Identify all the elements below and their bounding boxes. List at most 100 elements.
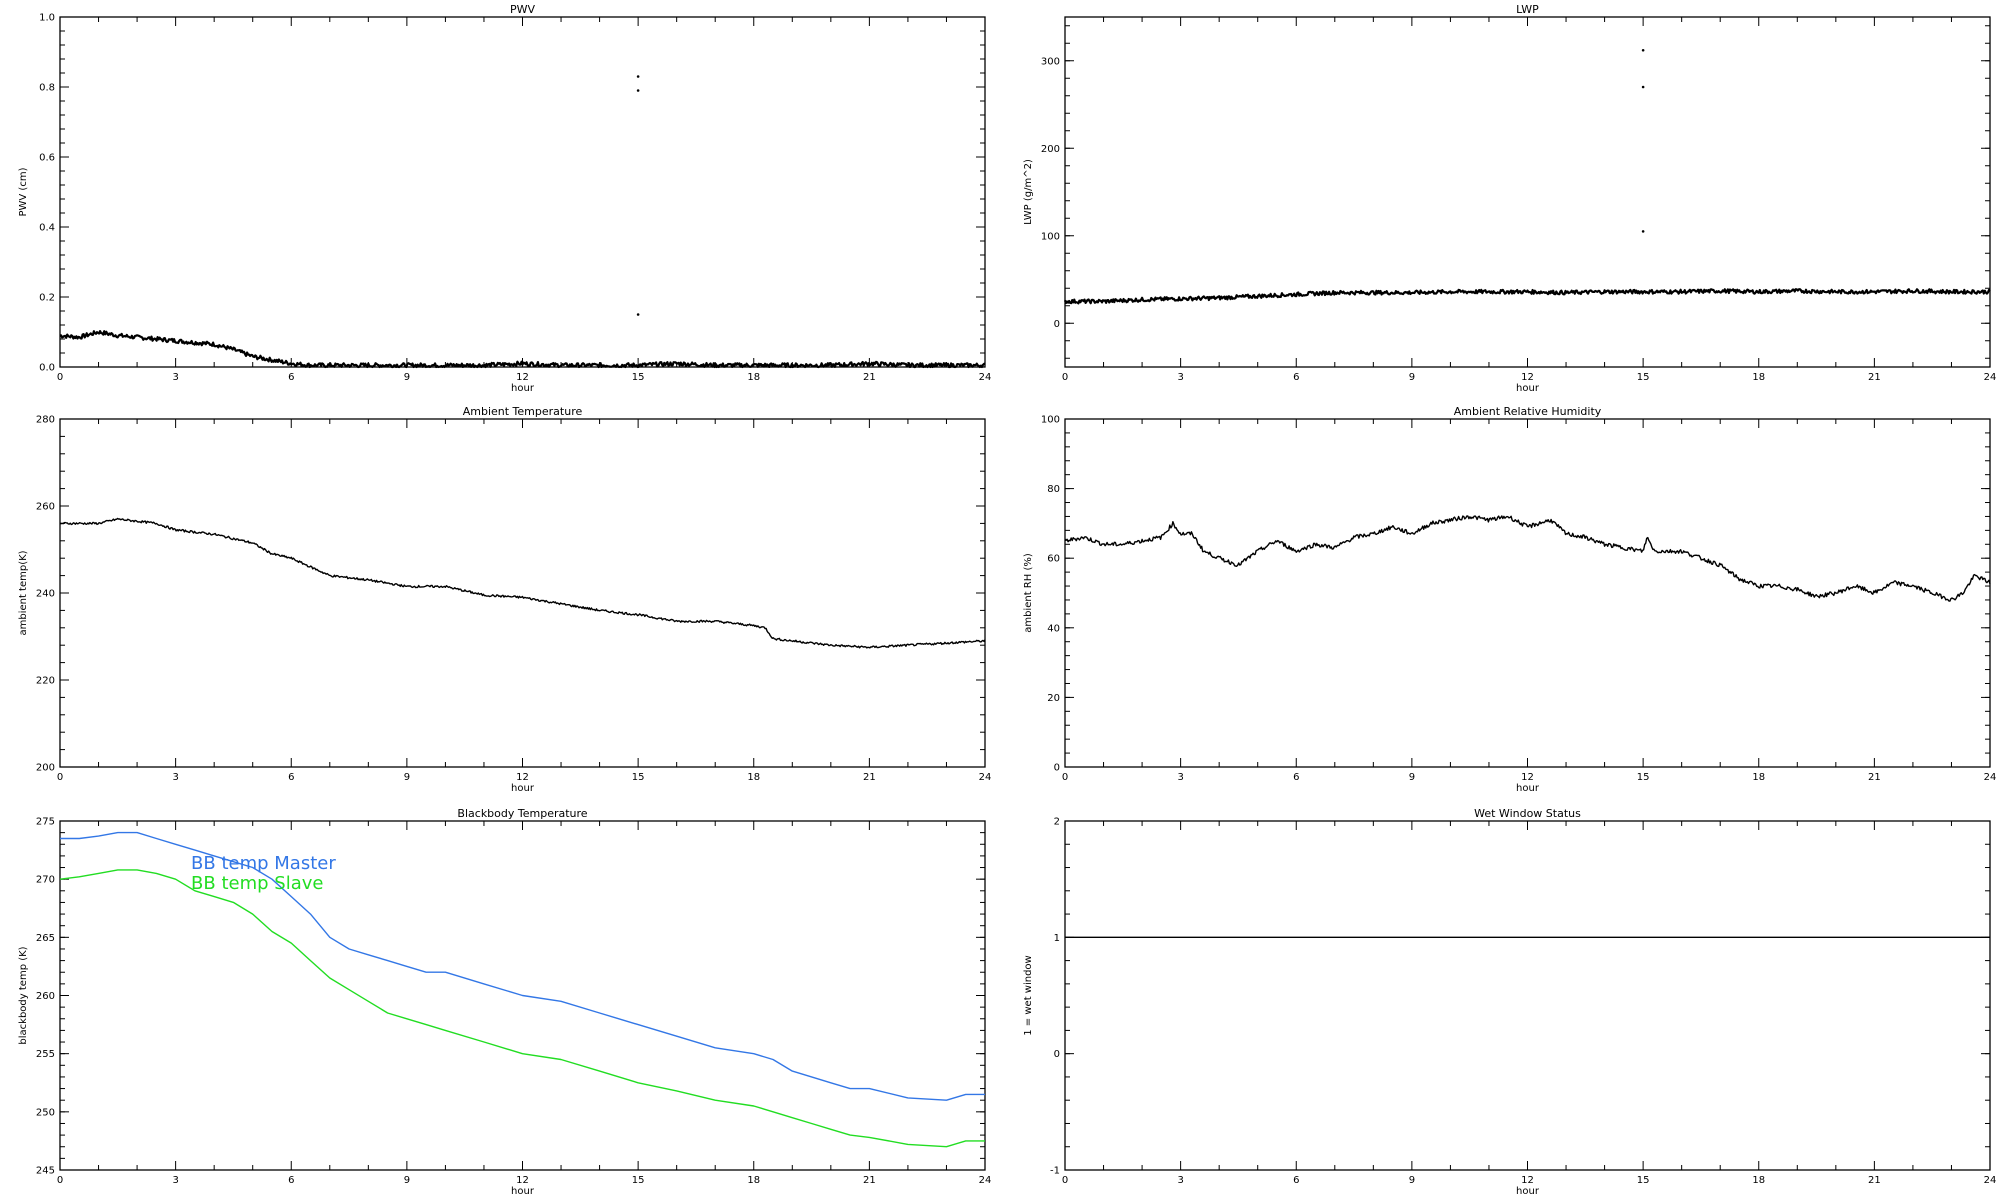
- chart-title: LWP: [1516, 3, 1539, 16]
- x-tick-label: 6: [1293, 1175, 1299, 1186]
- outlier-point: [1641, 230, 1645, 233]
- x-tick-label: 24: [1984, 372, 1997, 383]
- panel-0: PWV hour PWV (cm) 0 3 6 9 12 15 18 21 24 0.0 0.2 0.4 0.…: [18, 3, 991, 394]
- y-tick-label: 0: [1054, 319, 1060, 330]
- outlier-point: [636, 75, 640, 78]
- y-axis-label: ambient RH (%): [1023, 553, 1034, 633]
- legend-entry-1: BB temp Slave: [191, 873, 323, 894]
- y-tick-label: 275: [36, 817, 55, 828]
- x-tick-label: 0: [57, 372, 63, 383]
- x-tick-label: 6: [1293, 372, 1299, 383]
- chart-title: Blackbody Temperature: [457, 807, 587, 820]
- y-axis-label: LWP (g/m^2): [1023, 159, 1034, 225]
- outlier-point: [636, 89, 640, 92]
- y-axis-label: blackbody temp (K): [18, 946, 29, 1044]
- chart-title: Ambient Relative Humidity: [1454, 405, 1602, 418]
- x-tick-label: 12: [1521, 772, 1534, 783]
- x-tick-label: 12: [1521, 372, 1534, 383]
- series-line-0: [59, 517, 986, 649]
- x-tick-label: 21: [1868, 1175, 1881, 1186]
- y-tick-label: 265: [36, 933, 55, 944]
- plot-frame: [1064, 418, 1991, 768]
- y-tick-label: 60: [1047, 554, 1060, 565]
- plot-frame: [1064, 820, 1991, 1171]
- x-tick-label: 24: [979, 772, 992, 783]
- x-tick-label: 18: [1752, 772, 1765, 783]
- y-tick-label: 0.4: [39, 223, 55, 234]
- x-tick-label: 24: [1984, 1175, 1997, 1186]
- x-tick-label: 12: [1521, 1175, 1534, 1186]
- x-tick-label: 15: [1637, 1175, 1650, 1186]
- y-tick-label: 80: [1047, 484, 1060, 495]
- panel-3: Ambient Relative Humidity hour ambient RH …: [1023, 405, 1996, 794]
- x-axis-label: hour: [511, 383, 535, 394]
- series-line-0: [59, 330, 986, 369]
- chart-title: PWV: [510, 3, 536, 16]
- x-tick-label: 18: [747, 772, 760, 783]
- x-tick-label: 24: [979, 372, 992, 383]
- x-tick-label: 24: [1984, 772, 1997, 783]
- y-tick-label: 100: [1041, 415, 1060, 426]
- x-axis-label: hour: [1516, 783, 1540, 794]
- plot-frame: [59, 418, 986, 768]
- y-tick-label: 270: [36, 875, 55, 886]
- x-tick-label: 9: [1409, 1175, 1415, 1186]
- x-tick-label: 15: [1637, 772, 1650, 783]
- x-tick-label: 0: [57, 772, 63, 783]
- x-tick-label: 6: [288, 372, 294, 383]
- x-tick-label: 9: [1409, 772, 1415, 783]
- y-tick-label: 280: [36, 415, 55, 426]
- y-tick-label: 1.0: [39, 13, 55, 24]
- x-tick-label: 21: [1868, 372, 1881, 383]
- x-tick-label: 21: [863, 372, 876, 383]
- x-axis-label: hour: [511, 783, 535, 794]
- y-tick-label: 260: [36, 991, 55, 1002]
- x-tick-label: 6: [288, 772, 294, 783]
- panel-5: Wet Window Status hour 1 = wet window 0 3 6 9 1…: [1023, 807, 1996, 1197]
- y-tick-label: 100: [1041, 231, 1060, 242]
- outlier-point: [1641, 48, 1645, 52]
- y-tick-label: 260: [36, 502, 55, 513]
- y-tick-label: 0.8: [39, 83, 55, 94]
- x-tick-label: 12: [516, 372, 529, 383]
- panel-4: Blackbody Temperature hour blackbody temp …: [18, 807, 991, 1197]
- plot-frame: [59, 16, 986, 368]
- y-tick-label: 245: [36, 1166, 55, 1177]
- x-tick-label: 21: [863, 772, 876, 783]
- outlier-point: [636, 313, 640, 316]
- x-tick-label: 3: [1177, 372, 1183, 383]
- x-tick-label: 9: [404, 372, 410, 383]
- x-tick-label: 6: [1293, 772, 1299, 783]
- series-line-0: [1063, 288, 1991, 305]
- x-tick-label: 15: [632, 1175, 645, 1186]
- y-tick-label: 0.2: [39, 293, 55, 304]
- y-tick-label: 40: [1047, 623, 1060, 634]
- chart-title: Ambient Temperature: [463, 405, 583, 418]
- y-tick-label: 220: [36, 676, 55, 687]
- x-tick-label: 0: [1062, 372, 1068, 383]
- panel-1: LWP hour LWP (g/m^2) 0 3 6 9 12 15 18 21 24 0 100 200 3…: [1023, 3, 1996, 394]
- x-tick-label: 9: [1409, 372, 1415, 383]
- x-tick-label: 12: [516, 1175, 529, 1186]
- x-tick-label: 3: [1177, 1175, 1183, 1186]
- y-tick-label: 20: [1047, 693, 1060, 704]
- outlier-point: [1641, 85, 1645, 89]
- series-line-1: [59, 869, 985, 1148]
- panel-2: Ambient Temperature hour ambient temp(K) 0 3…: [18, 405, 991, 794]
- x-tick-label: 9: [404, 1175, 410, 1186]
- x-tick-label: 9: [404, 772, 410, 783]
- x-tick-label: 3: [172, 1175, 178, 1186]
- y-tick-label: 250: [36, 1107, 55, 1118]
- x-tick-label: 21: [1868, 772, 1881, 783]
- x-axis-label: hour: [511, 1186, 535, 1197]
- x-tick-label: 18: [747, 372, 760, 383]
- series-line-0: [60, 831, 985, 1101]
- y-tick-label: 300: [1041, 56, 1060, 67]
- y-tick-label: -1: [1050, 1166, 1060, 1177]
- x-tick-label: 21: [863, 1175, 876, 1186]
- y-tick-label: 2: [1054, 817, 1060, 828]
- x-tick-label: 0: [57, 1175, 63, 1186]
- x-tick-label: 18: [1752, 1175, 1765, 1186]
- x-tick-label: 3: [1177, 772, 1183, 783]
